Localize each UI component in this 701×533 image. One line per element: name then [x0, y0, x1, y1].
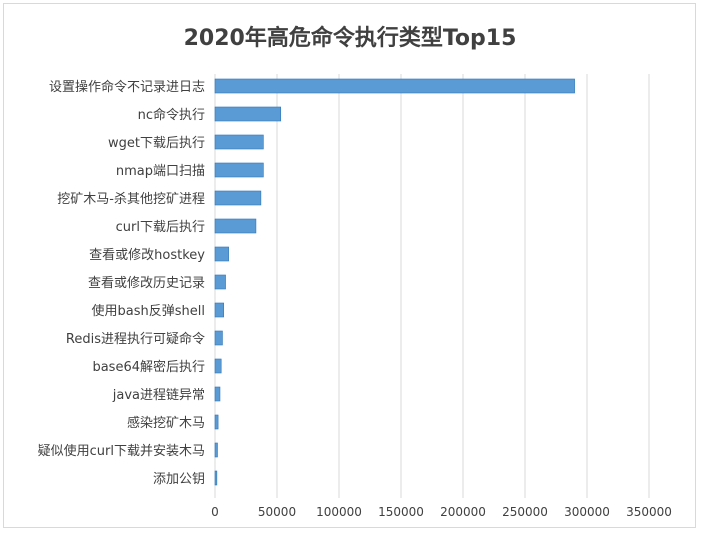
category-label: curl下载后执行 — [116, 220, 205, 235]
x-tick-label: 100000 — [316, 505, 362, 519]
x-tick-label: 150000 — [378, 505, 424, 519]
bar — [214, 442, 218, 458]
category-label: Redis进程执行可疑命令 — [66, 331, 205, 347]
chart-frame: 2020年高危命令执行类型Top15 设置操作命令不记录进日志 nc命令执行 wge… — [3, 3, 696, 528]
category-label: 使用bash反弹shell — [92, 303, 205, 319]
bar-chart: 2020年高危命令执行类型Top15 设置操作命令不记录进日志 nc命令执行 wge… — [38, 25, 672, 519]
category-label: nc命令执行 — [138, 107, 205, 123]
category-label: java进程链异常 — [112, 388, 205, 403]
bar — [214, 246, 229, 262]
bar — [214, 162, 264, 178]
category-label: 感染挖矿木马 — [127, 415, 205, 431]
bar — [214, 386, 221, 402]
category-label: 查看或修改历史记录 — [88, 275, 205, 291]
bar — [214, 134, 264, 150]
x-axis-tick-labels: 0 50000 100000 150000 200000 250000 300000 3500… — [211, 505, 672, 519]
gridlines — [214, 74, 650, 498]
chart-title: 2020年高危命令执行类型Top15 — [184, 25, 517, 51]
category-labels: 设置操作命令不记录进日志 nc命令执行 wget下载后执行 nmap端口扫描挖矿木马-… — [38, 79, 206, 487]
category-label: nmap端口扫描 — [116, 164, 205, 179]
bar — [214, 358, 222, 374]
category-label: wget下载后执行 — [108, 136, 205, 151]
bar — [214, 414, 219, 430]
bar — [214, 218, 257, 234]
bar — [214, 78, 575, 94]
bar — [214, 470, 218, 486]
x-tick-label: 300000 — [564, 505, 610, 519]
bars — [214, 78, 575, 486]
bar — [214, 274, 226, 290]
bar — [214, 106, 282, 122]
category-label: 挖矿木马-杀其他挖矿进程 — [57, 192, 205, 207]
bar — [214, 302, 224, 318]
category-label: 疑似使用curl下载并安装木马 — [38, 443, 205, 459]
category-label: base64解密后执行 — [92, 359, 205, 375]
bar — [214, 330, 223, 346]
x-tick-label: 50000 — [258, 505, 296, 519]
x-tick-label: 250000 — [502, 505, 548, 519]
category-label: 查看或修改hostkey — [89, 247, 205, 263]
category-label: 添加公钥 — [153, 472, 205, 487]
bar — [214, 190, 262, 206]
x-tick-label: 0 — [211, 505, 219, 519]
x-tick-label: 200000 — [440, 505, 486, 519]
x-tick-label: 350000 — [626, 505, 672, 519]
category-label: 设置操作命令不记录进日志 — [49, 79, 205, 95]
